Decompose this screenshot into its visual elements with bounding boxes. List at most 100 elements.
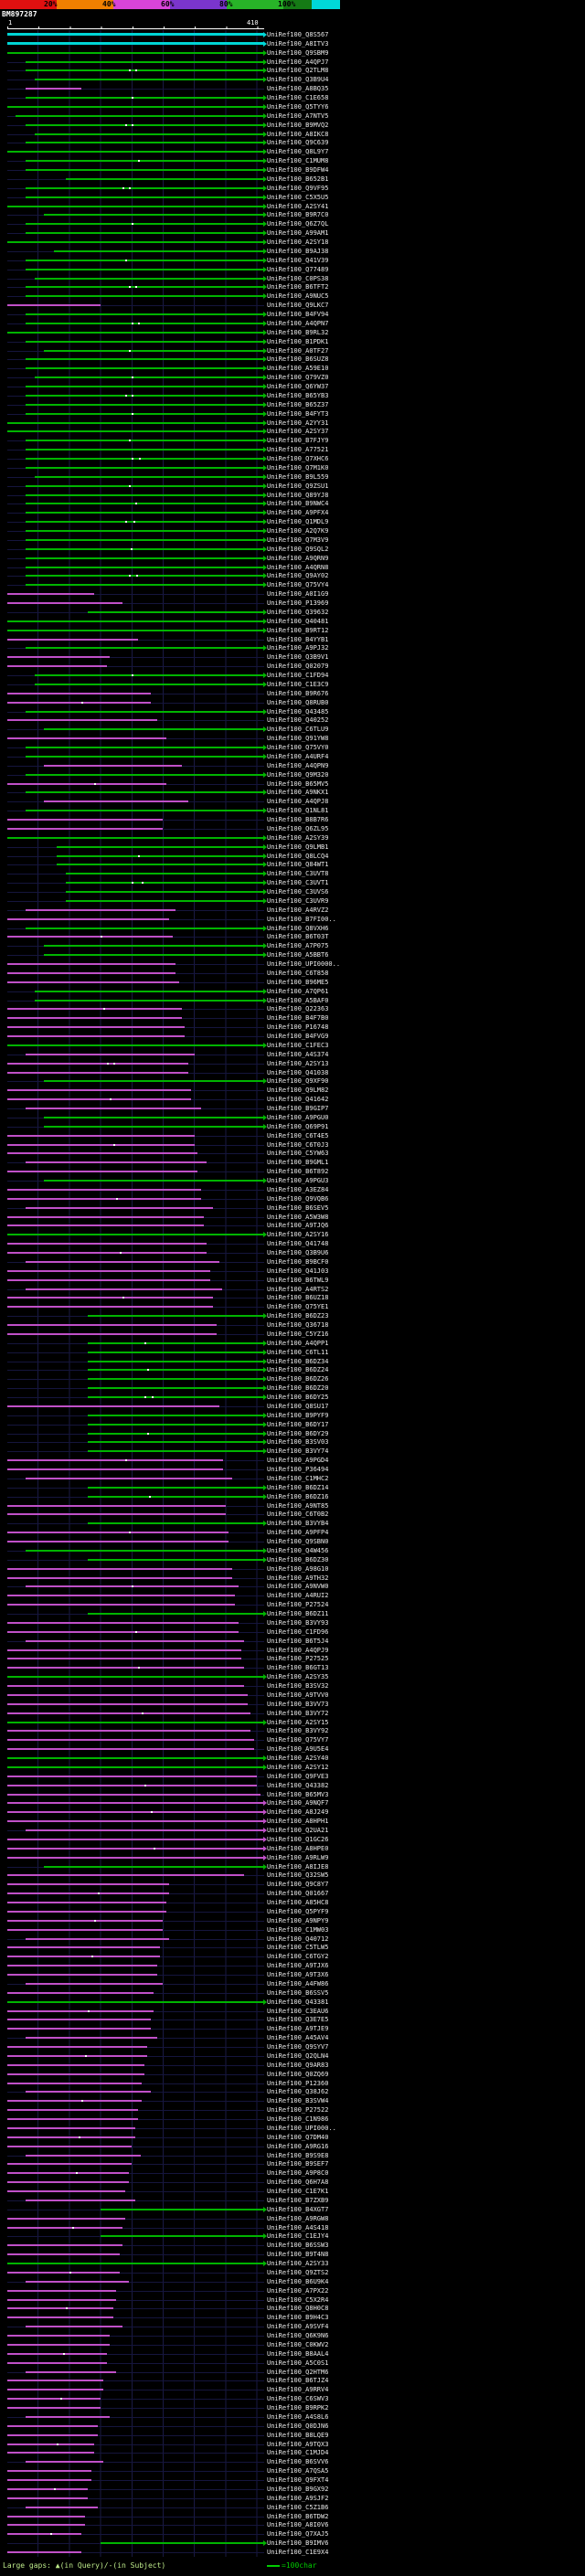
hit-row[interactable]: UniRef100_Q6H7A8	[0, 2178, 585, 2187]
hit-row[interactable]: UniRef100_A2SY13	[0, 1059, 585, 1068]
alignment-bar[interactable]	[7, 719, 157, 722]
hit-row[interactable]: UniRef100_A2SY41	[0, 202, 585, 211]
hit-row[interactable]: UniRef100_C1E658	[0, 93, 585, 102]
alignment-bar[interactable]	[35, 277, 263, 280]
alignment-bar[interactable]	[7, 1883, 170, 1886]
alignment-bar[interactable]	[7, 1712, 251, 1714]
hit-row[interactable]: UniRef100_Q9SBN0	[0, 1537, 585, 1546]
alignment-bar[interactable]	[7, 1532, 229, 1534]
hit-row[interactable]: UniRef100_A5BAF0	[0, 996, 585, 1005]
hit-row[interactable]: UniRef100_Q9FVE3	[0, 1772, 585, 1781]
hit-row[interactable]: UniRef100_Q41J03	[0, 1267, 585, 1276]
alignment-bar[interactable]	[25, 512, 263, 514]
hit-row[interactable]: UniRef100_A8HPE0	[0, 1844, 585, 1853]
alignment-bar[interactable]	[7, 620, 263, 622]
hit-row[interactable]: UniRef100_A9TJQ6	[0, 1222, 585, 1231]
alignment-bar[interactable]	[7, 2389, 104, 2391]
alignment-bar[interactable]	[7, 1910, 166, 1913]
hit-row[interactable]: UniRef100_B6DZ26	[0, 1374, 585, 1383]
alignment-bar[interactable]	[7, 1008, 182, 1011]
alignment-bar[interactable]	[7, 33, 263, 37]
alignment-bar[interactable]	[7, 1297, 214, 1299]
hit-row[interactable]: UniRef100_Q0DJN6	[0, 2422, 585, 2431]
hit-row[interactable]: UniRef100_B6TDW2	[0, 2512, 585, 2521]
alignment-bar[interactable]	[25, 2461, 104, 2464]
alignment-bar[interactable]	[7, 1604, 236, 1606]
hit-row[interactable]: UniRef100_C0KWV2	[0, 2340, 585, 2349]
alignment-bar[interactable]	[7, 2361, 107, 2364]
hit-row[interactable]: UniRef100_B4XGT7	[0, 2205, 585, 2214]
hit-row[interactable]: UniRef100_A2SY37	[0, 428, 585, 437]
hit-row[interactable]: UniRef100_C3UVR9	[0, 896, 585, 906]
hit-row[interactable]: UniRef100_B6DY17	[0, 1420, 585, 1429]
hit-row[interactable]: UniRef100_A0I1G9	[0, 589, 585, 599]
alignment-bar[interactable]	[44, 1116, 263, 1118]
alignment-bar[interactable]	[25, 142, 263, 144]
hit-row[interactable]: UniRef100_B9IMV6	[0, 2539, 585, 2548]
hit-row[interactable]: UniRef100_C1FD94	[0, 671, 585, 680]
hit-row[interactable]: UniRef100_P13969	[0, 599, 585, 608]
alignment-bar[interactable]	[25, 123, 263, 126]
alignment-bar[interactable]	[57, 854, 263, 857]
alignment-bar[interactable]	[7, 2217, 126, 2220]
alignment-bar[interactable]	[7, 981, 179, 983]
alignment-bar[interactable]	[88, 1450, 263, 1453]
alignment-bar[interactable]	[25, 566, 263, 568]
alignment-bar[interactable]	[25, 908, 176, 911]
hit-row[interactable]: UniRef100_B7FJY9	[0, 436, 585, 445]
alignment-bar[interactable]	[25, 521, 263, 524]
alignment-bar[interactable]	[25, 440, 263, 442]
hit-row[interactable]: UniRef100_Q3B9V1	[0, 652, 585, 662]
hit-row[interactable]: UniRef100_B6DZ23	[0, 1311, 585, 1320]
hit-row[interactable]: UniRef100_B9RT12	[0, 626, 585, 635]
hit-row[interactable]: UniRef100_C6SWV3	[0, 2394, 585, 2403]
hit-row[interactable]: UniRef100_Q9SYV7	[0, 2042, 585, 2051]
hit-row[interactable]: UniRef100_C3UVS6	[0, 887, 585, 896]
hit-row[interactable]: UniRef100_B9T4N8	[0, 2250, 585, 2259]
hit-row[interactable]: UniRef100_B6DZ24	[0, 1366, 585, 1375]
hit-row[interactable]: UniRef100_Q1NL81	[0, 806, 585, 815]
alignment-bar[interactable]	[7, 105, 263, 108]
alignment-bar[interactable]	[25, 2199, 135, 2201]
alignment-bar[interactable]	[88, 1613, 263, 1616]
alignment-bar[interactable]	[25, 2326, 122, 2328]
alignment-bar[interactable]	[7, 1775, 258, 1777]
hit-row[interactable]: UniRef100_Q8VXH6	[0, 924, 585, 933]
alignment-bar[interactable]	[101, 2235, 263, 2238]
alignment-bar[interactable]	[7, 1974, 157, 1977]
alignment-bar[interactable]	[7, 1306, 214, 1309]
alignment-bar[interactable]	[7, 1811, 263, 1814]
hit-row[interactable]: UniRef100_B65YB3	[0, 391, 585, 400]
hit-row[interactable]: UniRef100_B6SVV6	[0, 2457, 585, 2466]
hit-row[interactable]: UniRef100_Q6K9N6	[0, 2331, 585, 2340]
alignment-bar[interactable]	[7, 2244, 122, 2247]
alignment-bar[interactable]	[25, 1206, 214, 1209]
alignment-bar[interactable]	[7, 1874, 245, 1877]
alignment-bar[interactable]	[44, 800, 188, 803]
alignment-bar[interactable]	[7, 602, 122, 605]
alignment-bar[interactable]	[7, 2443, 95, 2445]
hit-row[interactable]: UniRef100_A4RTS2	[0, 1285, 585, 1294]
alignment-bar[interactable]	[25, 160, 263, 163]
hit-row[interactable]: UniRef100_B9GX92	[0, 2485, 585, 2494]
hit-row[interactable]: UniRef100_P27522	[0, 2105, 585, 2115]
alignment-bar[interactable]	[25, 169, 263, 172]
alignment-bar[interactable]	[7, 1143, 195, 1146]
hit-row[interactable]: UniRef100_A2SY39	[0, 833, 585, 843]
alignment-bar[interactable]	[25, 295, 263, 298]
hit-row[interactable]: UniRef100_A45AV4	[0, 2033, 585, 2042]
hit-row[interactable]: UniRef100_B6DZ11	[0, 1609, 585, 1618]
alignment-bar[interactable]	[25, 394, 263, 397]
alignment-bar[interactable]	[7, 1468, 223, 1471]
hit-row[interactable]: UniRef100_A8J249	[0, 1807, 585, 1817]
hit-row[interactable]: UniRef100_C3EAU6	[0, 2007, 585, 2016]
hit-row[interactable]: UniRef100_A8IJE8	[0, 1862, 585, 1871]
hit-row[interactable]: UniRef100_B6SUZ8	[0, 355, 585, 365]
alignment-bar[interactable]	[25, 1829, 263, 1832]
alignment-bar[interactable]	[7, 2470, 91, 2473]
alignment-bar[interactable]	[7, 1757, 263, 1760]
hit-row[interactable]: UniRef100_Q9VQB6	[0, 1194, 585, 1203]
hit-row[interactable]: UniRef100_B6TJZ4	[0, 2377, 585, 2386]
hit-row[interactable]: UniRef100_B9MVQ2	[0, 121, 585, 130]
hit-row[interactable]: UniRef100_Q43382	[0, 1781, 585, 1790]
